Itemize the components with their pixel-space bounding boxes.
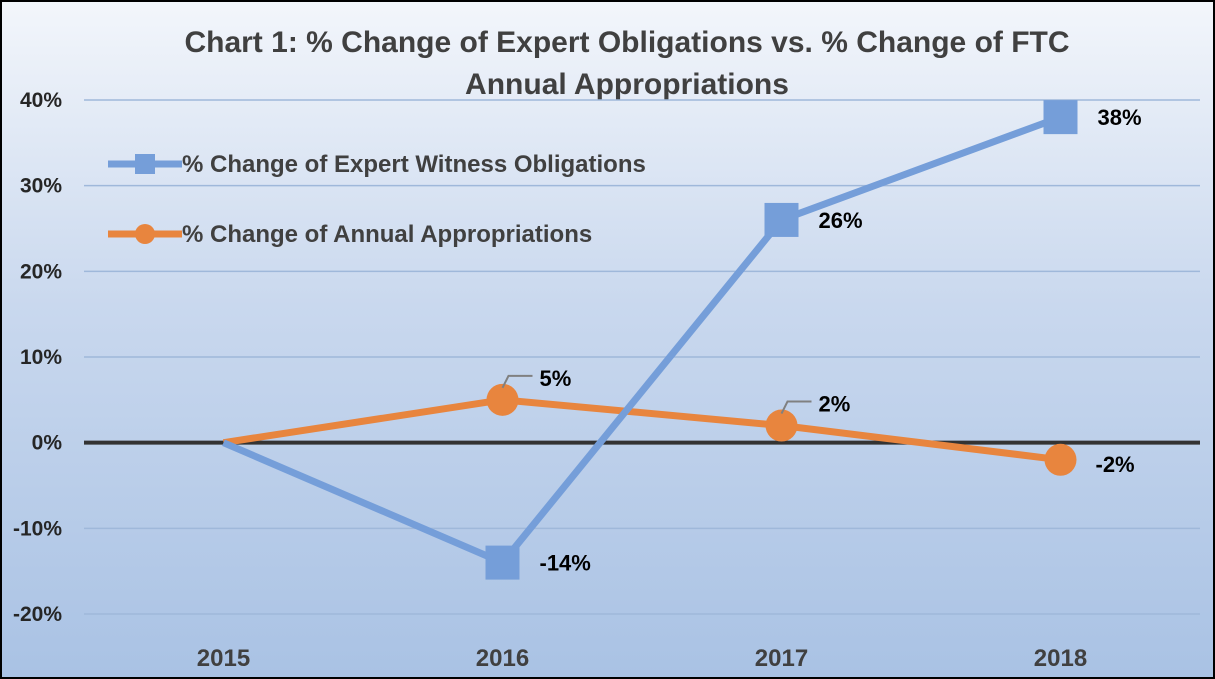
- legend: % Change of Expert Witness Obligations %…: [108, 151, 646, 248]
- data-point-square[interactable]: [485, 545, 520, 580]
- x-tick-label: 2016: [476, 645, 529, 672]
- y-tick-label: 40%: [20, 89, 62, 112]
- y-tick-label: 20%: [20, 260, 62, 283]
- legend-label-expert-witness: % Change of Expert Witness Obligations: [182, 151, 646, 178]
- series-lines: [222, 100, 1078, 580]
- legend-square-marker-icon: [135, 154, 155, 174]
- x-axis-ticks: 2015 2016 2017 2018: [197, 645, 1087, 672]
- data-label: 5%: [540, 366, 572, 391]
- chart-title-line-2: Annual Appropriations: [465, 68, 789, 101]
- data-label: 26%: [819, 208, 863, 233]
- data-labels: -14% 26% 38% 5% 2% -2%: [501, 105, 1142, 576]
- data-label: 38%: [1098, 105, 1142, 130]
- y-tick-label: -20%: [13, 603, 62, 626]
- data-point-circle[interactable]: [765, 409, 798, 442]
- y-tick-label: 30%: [20, 175, 62, 198]
- y-tick-label: 0%: [32, 432, 63, 455]
- data-point-square[interactable]: [764, 202, 799, 237]
- y-tick-label: -10%: [13, 517, 62, 540]
- legend-circle-marker-icon: [135, 224, 155, 244]
- data-point-square[interactable]: [1043, 100, 1078, 135]
- data-label-leader: [501, 374, 533, 389]
- data-point-circle[interactable]: [1044, 443, 1077, 476]
- data-point-circle[interactable]: [486, 383, 519, 416]
- legend-label-appropriations: % Change of Annual Appropriations: [182, 221, 592, 248]
- x-tick-label: 2018: [1034, 645, 1087, 672]
- x-tick-label: 2017: [755, 645, 808, 672]
- data-label-leader: [780, 400, 812, 414]
- series-line: [222, 396, 1061, 464]
- series-line: [222, 113, 1062, 567]
- x-tick-label: 2015: [197, 645, 250, 672]
- grid-lines: [84, 99, 1200, 615]
- legend-item-appropriations[interactable]: % Change of Annual Appropriations: [108, 221, 592, 248]
- data-label: 2%: [819, 392, 851, 417]
- series-expert-witness: [222, 100, 1078, 580]
- y-tick-label: 10%: [20, 346, 62, 369]
- series-appropriations: [222, 383, 1077, 476]
- data-label: -2%: [1096, 452, 1135, 477]
- chart-title-line-1: Chart 1: % Change of Expert Obligations …: [184, 26, 1069, 59]
- data-label: -14%: [540, 551, 591, 576]
- y-axis-ticks: 40% 30% 20% 10% 0% -10% -20%: [13, 89, 62, 626]
- legend-item-expert-witness[interactable]: % Change of Expert Witness Obligations: [108, 151, 646, 178]
